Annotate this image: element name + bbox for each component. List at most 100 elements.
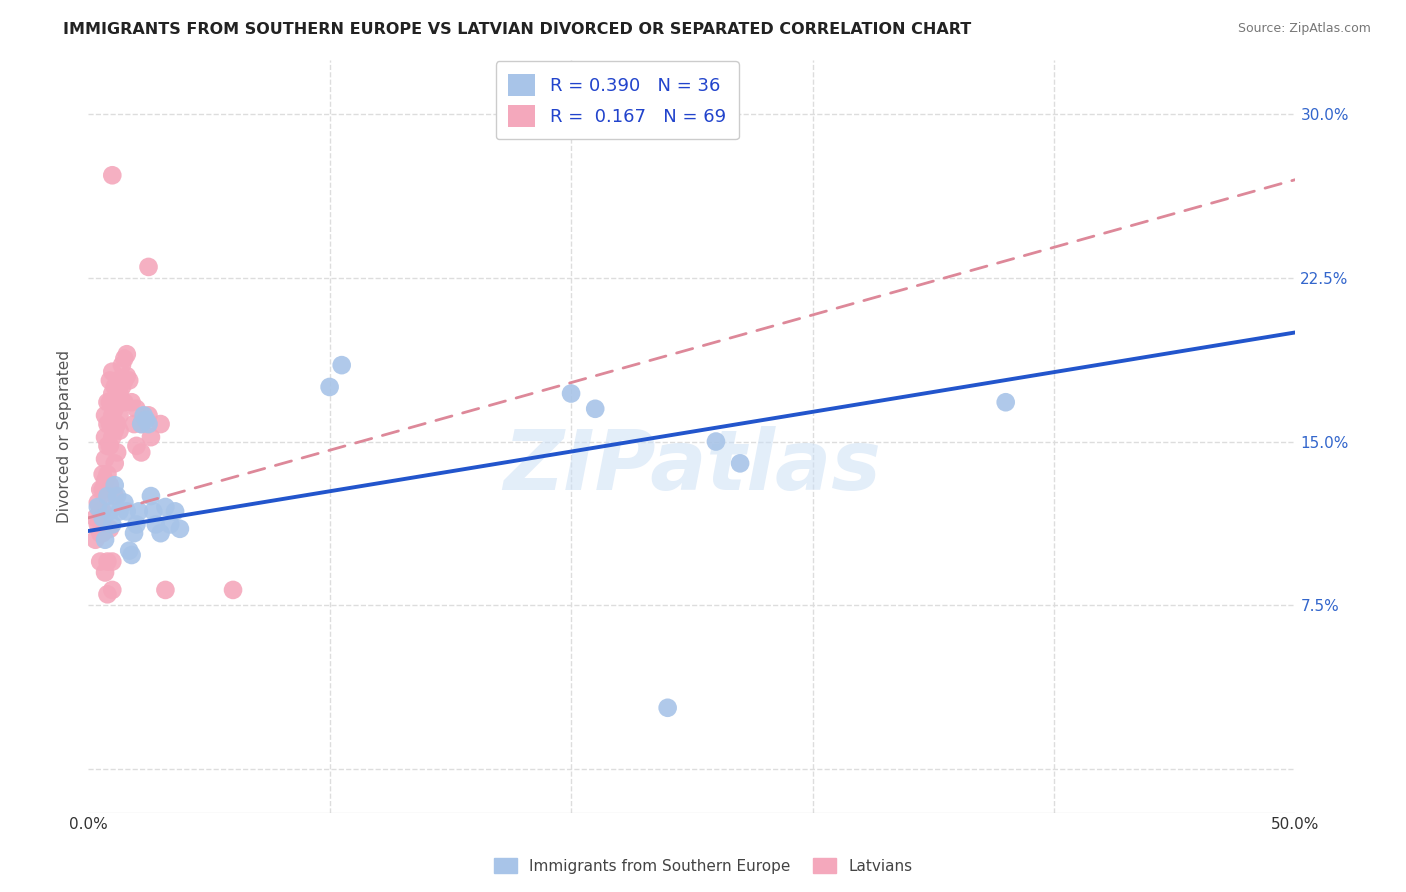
Point [112, 373, 135, 387]
Y-axis label: Divorced or Separated: Divorced or Separated [58, 350, 72, 523]
Point [87, 517, 110, 532]
Point [139, 489, 162, 503]
Point [104, 478, 127, 492]
Text: Source: ZipAtlas.com: Source: ZipAtlas.com [1237, 22, 1371, 36]
Point [112, 495, 135, 509]
Point [104, 401, 127, 416]
Point [657, 700, 679, 714]
Point [98, 478, 121, 492]
Point [89, 504, 111, 518]
Point [98, 395, 121, 409]
Point [121, 548, 143, 562]
Point [94, 522, 117, 536]
Point [91, 526, 114, 541]
Point [155, 500, 177, 514]
Point [165, 504, 187, 518]
Point [115, 347, 138, 361]
Point [98, 522, 121, 536]
Point [118, 543, 141, 558]
Point [115, 369, 138, 384]
Point [98, 439, 121, 453]
Point [118, 373, 141, 387]
Point [89, 526, 111, 541]
Point [89, 555, 111, 569]
Point [84, 533, 107, 547]
Point [91, 504, 114, 518]
Point [101, 365, 124, 379]
Point [101, 517, 124, 532]
Point [122, 417, 145, 431]
Point [105, 445, 128, 459]
Point [101, 409, 124, 423]
Point [728, 456, 751, 470]
Point [96, 489, 118, 503]
Point [94, 474, 117, 488]
Point [125, 401, 148, 416]
Point [96, 555, 118, 569]
Point [138, 409, 160, 423]
Point [222, 582, 245, 597]
Point [125, 517, 148, 532]
Point [169, 522, 191, 536]
Point [91, 483, 114, 497]
Point [104, 489, 127, 503]
Point [101, 430, 124, 444]
Point [138, 260, 160, 274]
Point [105, 373, 128, 387]
Point [149, 526, 172, 541]
Point [96, 417, 118, 431]
Point [108, 386, 131, 401]
Point [105, 417, 128, 431]
Point [112, 395, 135, 409]
Point [105, 489, 128, 503]
Point [96, 587, 118, 601]
Point [94, 533, 117, 547]
Point [98, 373, 121, 387]
Point [108, 409, 131, 423]
Point [122, 526, 145, 541]
Point [132, 409, 155, 423]
Legend: Immigrants from Southern Europe, Latvians: Immigrants from Southern Europe, Latvian… [488, 852, 918, 880]
Point [142, 504, 165, 518]
Text: IMMIGRANTS FROM SOUTHERN EUROPE VS LATVIAN DIVORCED OR SEPARATED CORRELATION CHA: IMMIGRANTS FROM SOUTHERN EUROPE VS LATVI… [63, 22, 972, 37]
Point [104, 424, 127, 438]
Point [704, 434, 727, 449]
Point [96, 439, 118, 453]
Point [94, 566, 117, 580]
Point [87, 495, 110, 509]
Point [91, 467, 114, 482]
Point [94, 430, 117, 444]
Point [583, 401, 606, 416]
Point [104, 456, 127, 470]
Point [128, 504, 150, 518]
Point [330, 358, 353, 372]
Point [129, 417, 152, 431]
Point [101, 582, 124, 597]
Point [94, 409, 117, 423]
Point [96, 467, 118, 482]
Point [101, 386, 124, 401]
Point [96, 395, 118, 409]
Point [135, 413, 157, 427]
Point [994, 395, 1017, 409]
Point [149, 417, 172, 431]
Point [105, 395, 128, 409]
Point [98, 504, 121, 518]
Point [111, 358, 134, 372]
Point [129, 445, 152, 459]
Point [159, 517, 181, 532]
Point [138, 417, 160, 431]
Point [94, 452, 117, 467]
Point [560, 386, 582, 401]
Point [87, 500, 110, 514]
Point [101, 555, 124, 569]
Point [121, 395, 143, 409]
Point [108, 424, 131, 438]
Point [155, 582, 177, 597]
Point [139, 430, 162, 444]
Point [98, 417, 121, 431]
Point [101, 168, 124, 182]
Point [115, 504, 138, 518]
Point [104, 380, 127, 394]
Point [89, 483, 111, 497]
